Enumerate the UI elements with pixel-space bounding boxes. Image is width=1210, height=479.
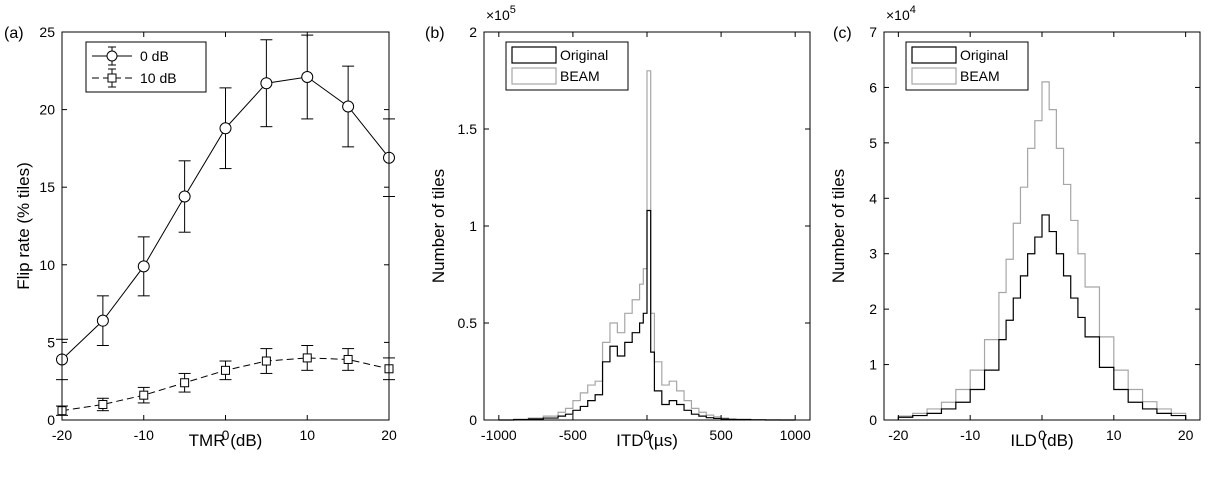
chart-a-legend: 0 dB 10 dB	[85, 41, 207, 93]
chart-a-y-tick-label: 0	[47, 412, 55, 428]
chart-b-panel-label: (b)	[425, 25, 445, 42]
chart-a-x-tick-label: 20	[381, 427, 397, 443]
chart-a-series-1-point	[139, 390, 149, 400]
chart-b-y-multiplier-exponent: 5	[510, 4, 516, 16]
chart-c-y-tick-label: 6	[869, 79, 877, 95]
chart-c-series-1-histogram	[897, 81, 1187, 420]
chart-a-x-tick-label: 10	[299, 427, 315, 443]
chart-a-series-1-point	[180, 378, 190, 388]
chart-c-legend-swatch	[911, 67, 957, 85]
chart-b-legend-box	[505, 41, 629, 91]
chart-c-y-tick-label: 7	[869, 24, 877, 40]
chart-c-legend-label: Original	[960, 47, 1008, 63]
chart-a-x-tick-label: -10	[134, 427, 154, 443]
chart-c-x-tick-label: 20	[1178, 427, 1194, 443]
chart-panel-a: -20 -10 0 10 20 0 5 10 15 20 25 TMR (dB) Flip rate (…	[4, 24, 397, 450]
chart-c-y-multiplier-exponent: 4	[910, 4, 916, 16]
chart-a-series-1-point	[221, 365, 230, 375]
chart-a-legend-label: 0 dB	[140, 48, 169, 64]
chart-a-series-0-point	[137, 260, 150, 273]
chart-a-series-0-point	[178, 190, 191, 203]
chart-b-y-axis-label: Number of tiles	[429, 169, 448, 283]
chart-a-legend-label: 10 dB	[140, 70, 177, 86]
chart-a-series-0-point	[219, 122, 232, 135]
chart-a-legend-marker	[107, 73, 117, 83]
chart-c-y-tick-label: 1	[869, 357, 877, 373]
chart-b-y-tick-label: 2	[469, 24, 477, 40]
chart-c-x-tick-label: -20	[888, 427, 908, 443]
chart-c-panel-label: (c)	[833, 25, 852, 42]
chart-a-y-tick-label: 5	[47, 334, 55, 350]
chart-c-y-tick-label: 2	[869, 301, 877, 317]
chart-c-series-0-histogram	[897, 214, 1187, 420]
chart-c-x-tick-label: 10	[1106, 427, 1122, 443]
chart-c-y-tick-label: 0	[869, 412, 877, 428]
chart-c-y-tick-label: 5	[869, 135, 877, 151]
chart-b-legend-swatch	[511, 46, 557, 64]
chart-c-x-tick-label: 0	[1038, 427, 1046, 443]
chart-c-y-tick-label: 3	[869, 246, 877, 262]
chart-c-x-axis-label: ILD (dB)	[1010, 431, 1073, 450]
chart-b-y-tick-label: 0	[469, 412, 477, 428]
chart-b-y-multiplier: ×105	[486, 4, 516, 23]
chart-a-y-tick-label: 20	[39, 102, 55, 118]
chart-a-series-1-point	[261, 356, 271, 366]
chart-a-x-axis-label: TMR (dB)	[189, 431, 263, 450]
chart-a-series-1-point	[343, 354, 353, 364]
chart-a-y-tick-label: 10	[39, 257, 55, 273]
chart-b-y-multiplier-base: ×10	[486, 7, 510, 23]
chart-a-x-tick-label: -20	[52, 427, 72, 443]
chart-c-y-axis-label: Number of tiles	[829, 169, 848, 283]
chart-a-series-1-point	[98, 399, 108, 409]
chart-b-x-tick-label: 1000	[780, 427, 811, 443]
chart-a-series-0-point	[301, 71, 314, 84]
chart-c-x-tick-label: -10	[960, 427, 980, 443]
chart-a-legend-box	[85, 41, 207, 93]
chart-a-x-tick-label: 0	[222, 427, 230, 443]
chart-c-legend: Original BEAM	[905, 41, 1029, 91]
chart-c-legend-box	[905, 41, 1029, 91]
chart-b-x-tick-label: 0	[643, 427, 651, 443]
chart-panel-b: -1000 -500 0 500 1000 0 0.5 1 1.5 2 ITD (µs) Number…	[425, 4, 811, 450]
chart-b-x-tick-label: -500	[559, 427, 587, 443]
chart-a-series-0-point	[260, 77, 273, 90]
chart-c-y-multiplier: ×104	[886, 4, 916, 23]
chart-a-y-axis-label: Flip rate (% tiles)	[14, 162, 33, 290]
chart-b-legend-swatch	[511, 67, 557, 85]
chart-c-legend-label: BEAM	[960, 68, 1000, 84]
chart-b-y-tick-label: 1	[469, 218, 477, 234]
chart-c-legend-swatch	[911, 46, 957, 64]
chart-b-x-tick-label: -1000	[481, 427, 517, 443]
chart-a-series-1-point	[302, 353, 312, 363]
chart-c-y-multiplier-base: ×10	[886, 7, 910, 23]
chart-b-legend: Original BEAM	[505, 41, 629, 91]
chart-a-y-tick-label: 15	[39, 179, 55, 195]
chart-b-legend-label: Original	[560, 47, 608, 63]
chart-c-y-tick-label: 4	[869, 190, 877, 206]
chart-b-y-tick-label: 0.5	[458, 315, 478, 331]
chart-panel-c: -20 -10 0 10 20 0 1 2 3 4 5 6 7 ILD (dB) Number of til…	[829, 4, 1201, 450]
chart-b-x-axis-label: ITD (µs)	[616, 431, 678, 450]
chart-b-x-tick-label: 500	[709, 427, 733, 443]
chart-b-y-tick-label: 1.5	[458, 121, 478, 137]
chart-a-series-0-point	[342, 100, 355, 113]
chart-a-series-0-point	[96, 314, 109, 327]
chart-b-legend-label: BEAM	[560, 68, 600, 84]
chart-b-series-0-histogram	[498, 209, 796, 421]
chart-a-legend-marker	[106, 50, 118, 62]
chart-a-y-tick-label: 25	[39, 24, 55, 40]
chart-a-panel-label: (a)	[4, 25, 24, 42]
